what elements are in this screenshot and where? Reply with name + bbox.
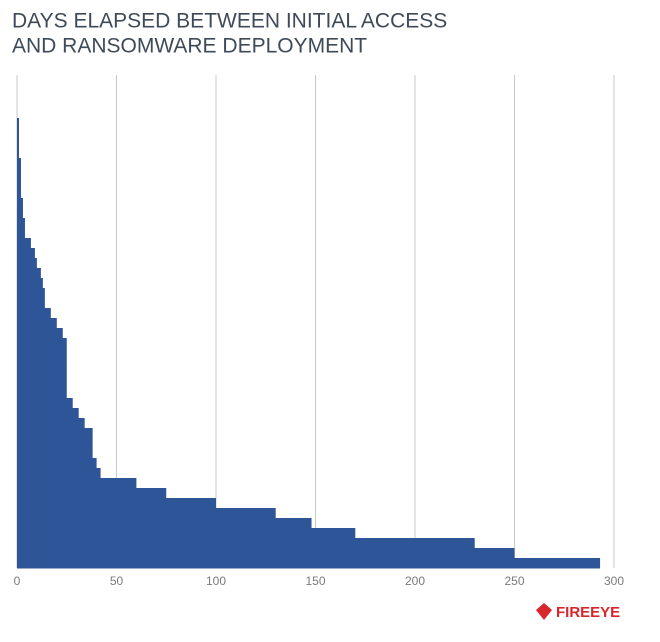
- bar: [17, 228, 25, 239]
- bar: [17, 238, 31, 249]
- chart-title: DAYS ELAPSED BETWEEN INITIAL ACCESS: [12, 10, 447, 33]
- x-tick-label: 200: [405, 574, 425, 588]
- bar: [17, 188, 21, 199]
- bar: [17, 448, 93, 459]
- bar: [17, 558, 601, 569]
- bar: [17, 408, 79, 419]
- bar: [17, 428, 93, 439]
- x-tick-label: 250: [504, 574, 524, 588]
- x-tick-label: 300: [604, 574, 624, 588]
- bar: [17, 128, 19, 139]
- bar: [17, 268, 41, 279]
- bar: [17, 508, 276, 519]
- bar: [17, 138, 19, 149]
- bar: [17, 468, 101, 479]
- bar: [17, 538, 475, 549]
- bar: [17, 308, 51, 319]
- bar: [17, 388, 67, 399]
- bar: [17, 218, 25, 229]
- bar: [17, 548, 515, 559]
- logo: FIREEYE: [536, 603, 620, 621]
- bar: [17, 148, 19, 159]
- bar: [17, 178, 21, 189]
- bar: [17, 498, 216, 509]
- logo-mark: [536, 603, 552, 620]
- bar: [17, 288, 45, 299]
- bar: [17, 348, 67, 359]
- bar: [17, 158, 21, 169]
- bar: [17, 198, 23, 209]
- x-tick-label: 150: [305, 574, 325, 588]
- bar: [17, 118, 19, 129]
- bar: [17, 438, 93, 449]
- bar: [17, 258, 37, 269]
- x-tick-label: 50: [110, 574, 124, 588]
- chart-title: AND RANSOMWARE DEPLOYMENT: [12, 35, 367, 58]
- bar: [17, 278, 43, 289]
- bar: [17, 528, 356, 539]
- bar: [17, 358, 67, 369]
- bar: [17, 208, 23, 219]
- bar: [17, 368, 67, 379]
- bar: [17, 518, 312, 529]
- bar: [17, 318, 57, 329]
- bar: [17, 418, 85, 429]
- logo-text: FIREEYE: [556, 604, 620, 621]
- x-tick-label: 100: [206, 574, 226, 588]
- bar: [17, 328, 63, 339]
- bar: [17, 248, 35, 259]
- bar: [17, 398, 73, 409]
- bar: [17, 458, 97, 469]
- x-tick-label: 0: [14, 574, 21, 588]
- bar: [17, 488, 167, 499]
- bar: [17, 338, 67, 349]
- bar: [17, 168, 21, 179]
- bar: [17, 378, 67, 389]
- bar: [17, 478, 137, 489]
- bar: [17, 298, 45, 309]
